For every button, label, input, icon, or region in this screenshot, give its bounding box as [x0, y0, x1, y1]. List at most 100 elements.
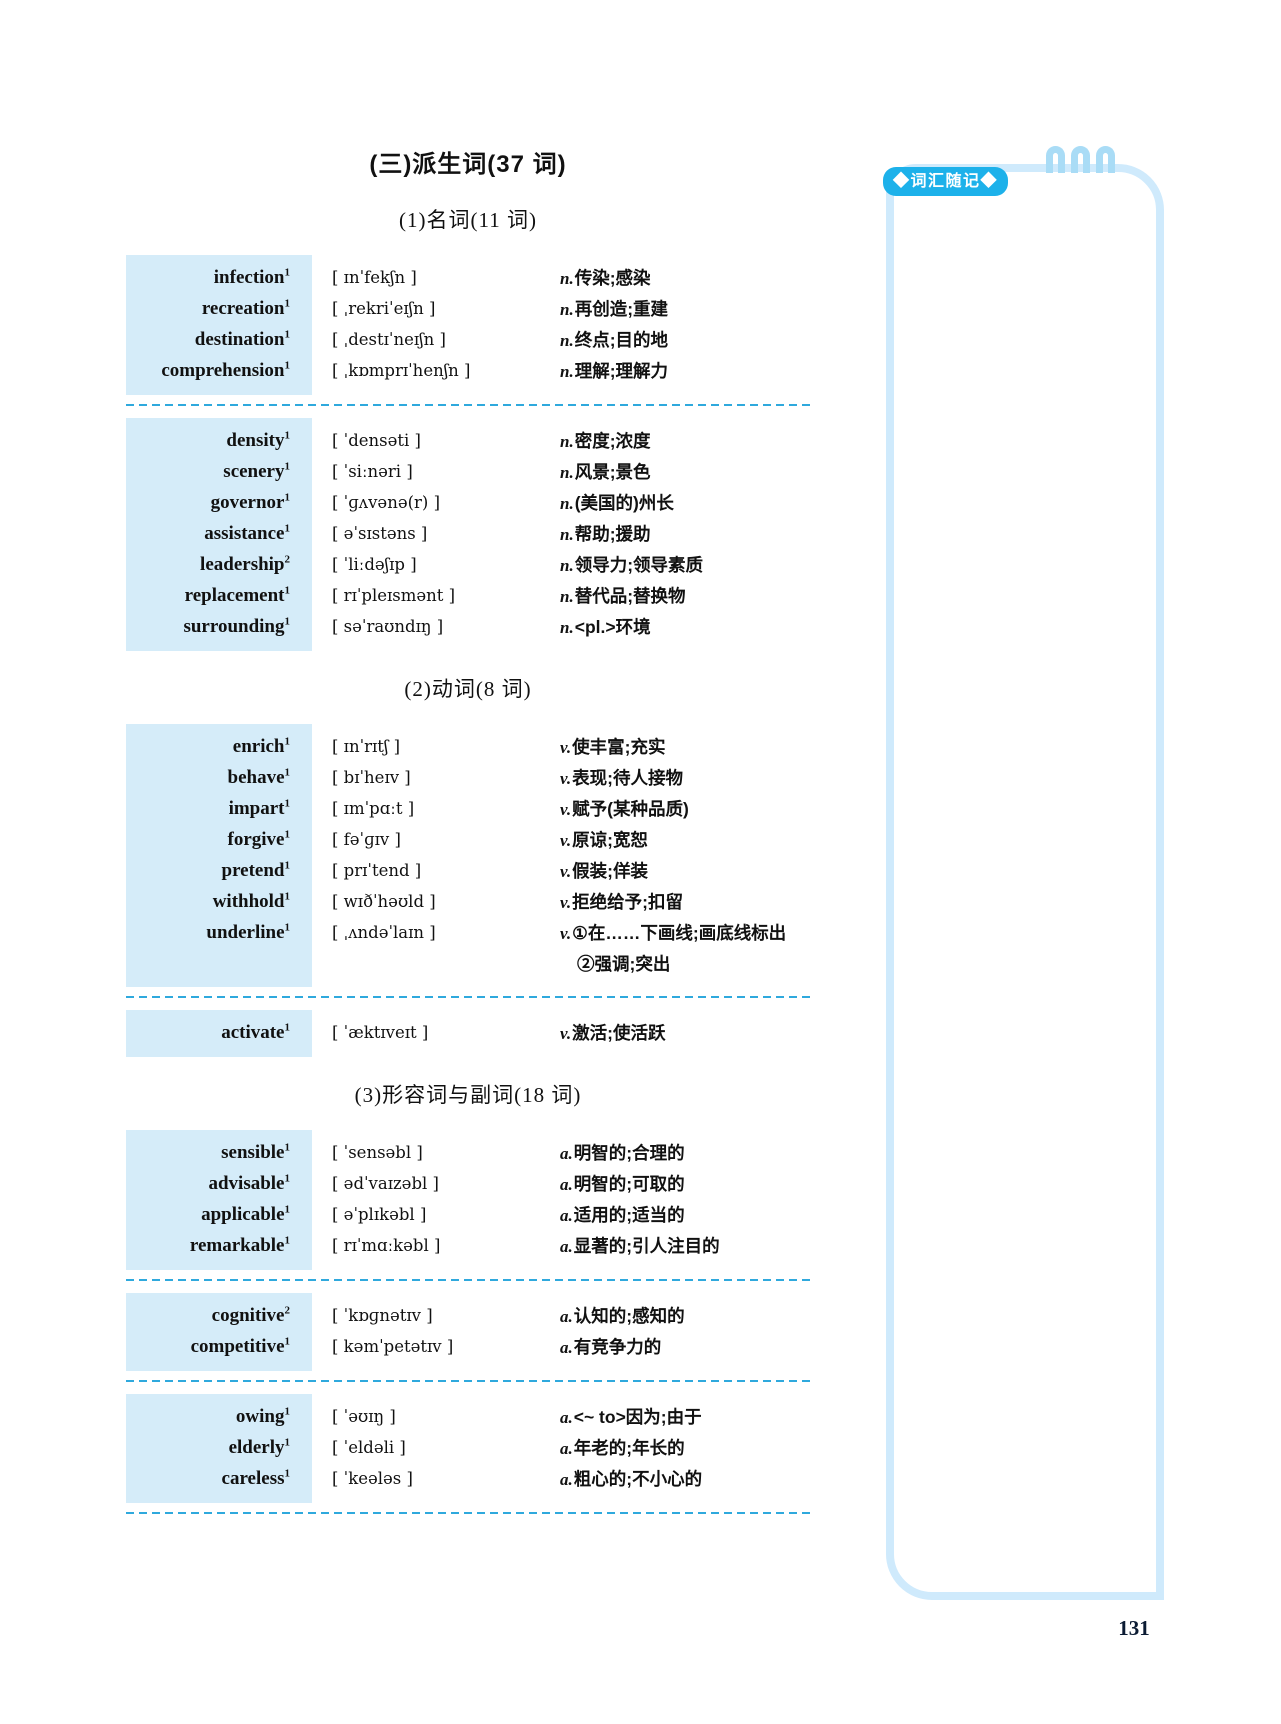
- word-cell: withhold1: [126, 887, 312, 918]
- word-superscript: 1: [284, 1436, 291, 1449]
- meaning-cell: n.再创造;重建: [560, 294, 810, 325]
- phonetic-cell: [ wɪðˈhəʊld ]: [332, 892, 436, 911]
- word-superscript: 1: [284, 1172, 291, 1185]
- part-of-speech: a.: [560, 1307, 573, 1326]
- word-cell: competitive1: [126, 1332, 312, 1363]
- phonetic-cell: [ kəmˈpetətɪv ]: [332, 1337, 454, 1356]
- english-word: comprehension: [161, 360, 285, 381]
- word-cell: pretend1: [126, 856, 312, 887]
- chinese-meaning: 明智的;合理的: [573, 1143, 685, 1163]
- phonetic-cell: [ səˈraʊndɪŋ ]: [332, 617, 444, 636]
- chinese-meaning: 领导力;领导素质: [574, 555, 704, 575]
- word-group: enrich1[ ɪnˈrɪtʃ ] v.使丰富;充实 behave1[ bɪˈhe…: [126, 724, 810, 987]
- part-of-speech: a.: [560, 1175, 573, 1194]
- phonetic-cell: [ əˈsɪstəns ]: [332, 524, 428, 543]
- word-superscript: 1: [284, 1021, 291, 1034]
- chinese-meaning: 替代品;替换物: [574, 586, 686, 606]
- chinese-meaning: 理解;理解力: [574, 361, 669, 381]
- part-of-speech: n.: [560, 331, 574, 350]
- word-row: replacement1 [ rɪˈpleɪsmənt ] n.替代品;替换物: [126, 581, 810, 612]
- english-word: replacement: [184, 585, 285, 606]
- meaning-cell: n.<pl.>环境: [560, 612, 810, 643]
- word-cell: elderly1: [126, 1433, 312, 1464]
- english-word: withhold: [212, 891, 285, 912]
- chinese-meaning: ①在……下画线;画底线标出: [572, 923, 787, 943]
- meaning-cell: v.使丰富;充实: [560, 732, 810, 763]
- word-superscript: 1: [284, 1234, 291, 1247]
- word-cell: applicable1: [126, 1200, 312, 1231]
- word-cell: scenery1: [126, 457, 312, 488]
- meaning-cell: a.明智的;可取的: [560, 1169, 810, 1200]
- word-superscript: 1: [284, 297, 291, 310]
- word-cell: forgive1: [126, 825, 312, 856]
- phonetic-cell: [ ɪnˈrɪtʃ ]: [332, 737, 401, 756]
- word-row: underline1 [ ˌʌndəˈlaɪn ] v.①在……下画线;画底线标出 ②…: [126, 918, 810, 979]
- word-cell: activate1: [126, 1018, 312, 1049]
- english-word: surrounding: [183, 616, 285, 637]
- word-superscript: 1: [284, 328, 291, 341]
- part-of-speech: a.: [560, 1338, 573, 1357]
- meaning-cell: v.拒绝给予;扣留: [560, 887, 810, 918]
- chinese-meaning: 显著的;引人注目的: [573, 1236, 720, 1256]
- english-word: remarkable: [189, 1235, 285, 1256]
- word-superscript: 1: [284, 1467, 291, 1480]
- word-row: assistance1 [ əˈsɪstəns ] n.帮助;援助: [126, 519, 810, 550]
- chinese-meaning: 有竞争力的: [573, 1337, 662, 1357]
- chinese-meaning: 表现;待人接物: [572, 768, 683, 788]
- word-group: infection1[ ɪnˈfekʃn ] n.传染;感染 recreation1…: [126, 255, 810, 395]
- word-group: cognitive2[ ˈkɒɡnətɪv ] a.认知的;感知的 competit…: [126, 1293, 810, 1371]
- chinese-meaning: 密度;浓度: [574, 431, 651, 451]
- part-of-speech: v.: [560, 831, 572, 850]
- word-cell: advisable1: [126, 1169, 312, 1200]
- meaning-cell: a.粗心的;不小心的: [560, 1464, 810, 1495]
- word-row: destination1 [ ˌdestɪˈneɪʃn ] n.终点;目的地: [126, 325, 810, 356]
- vocab-content: (三)派生词(37 词) (1)名词(11 词) infection1[ ɪnˈf…: [126, 148, 810, 1523]
- word-row: impart1 [ ɪmˈpɑːt ] v.赋予(某种品质): [126, 794, 810, 825]
- dashed-divider: [126, 1279, 810, 1281]
- word-superscript: 2: [284, 1304, 291, 1317]
- part-of-speech: v.: [560, 738, 572, 757]
- vocab-notes-badge: ◆词汇随记◆: [883, 167, 1009, 196]
- phonetic-cell: [ ɪnˈfekʃn ]: [332, 268, 417, 287]
- phonetic-cell: [ ɪmˈpɑːt ]: [332, 799, 415, 818]
- word-superscript: 1: [284, 890, 291, 903]
- word-row: leadership2 [ ˈliːdəʃɪp ] n.领导力;领导素质: [126, 550, 810, 581]
- english-word: density: [226, 430, 285, 451]
- part-of-speech: a.: [560, 1237, 573, 1256]
- word-superscript: 1: [284, 766, 291, 779]
- chinese-meaning: (美国的)州长: [574, 493, 674, 513]
- meaning-cell: n.终点;目的地: [560, 325, 810, 356]
- meaning-cell: v.假装;佯装: [560, 856, 810, 887]
- phonetic-cell: [ ˈkeələs ]: [332, 1469, 413, 1488]
- chinese-meaning: 认知的;感知的: [573, 1306, 685, 1326]
- english-word: competitive: [190, 1336, 285, 1357]
- english-word: behave: [227, 767, 285, 788]
- english-word: cognitive: [211, 1305, 285, 1326]
- meaning-cell: v.原谅;宽恕: [560, 825, 810, 856]
- meaning-cell: n.风景;景色: [560, 457, 810, 488]
- word-superscript: 1: [284, 1203, 291, 1216]
- part-of-speech: n.: [560, 362, 574, 381]
- word-superscript: 1: [284, 859, 291, 872]
- part-of-speech: v.: [560, 862, 572, 881]
- binder-ring-icon: [1071, 146, 1090, 173]
- binder-ring-icon: [1046, 146, 1065, 173]
- part-of-speech: n.: [560, 300, 574, 319]
- meaning-cell: v.表现;待人接物: [560, 763, 810, 794]
- word-superscript: 1: [284, 359, 291, 372]
- phonetic-cell: [ ˈsiːnəri ]: [332, 462, 413, 481]
- part-of-speech: n.: [560, 618, 574, 637]
- chinese-meaning: 明智的;可取的: [573, 1174, 685, 1194]
- chinese-meaning: 原谅;宽恕: [572, 830, 648, 850]
- word-cell: recreation1: [126, 294, 312, 325]
- meaning-cell: v.激活;使活跃: [560, 1018, 810, 1049]
- word-row: pretend1 [ prɪˈtend ] v.假装;佯装: [126, 856, 810, 887]
- word-row: sensible1 [ ˈsensəbl ] a.明智的;合理的: [126, 1138, 810, 1169]
- word-superscript: 2: [284, 553, 291, 566]
- word-cell: assistance1: [126, 519, 312, 550]
- section-heading: (1)名词(11 词): [399, 208, 537, 232]
- word-superscript: 1: [284, 491, 291, 504]
- meaning-cell: a.明智的;合理的: [560, 1138, 810, 1169]
- vocab-notes-box: [886, 164, 1164, 1600]
- part-of-speech: n.: [560, 463, 574, 482]
